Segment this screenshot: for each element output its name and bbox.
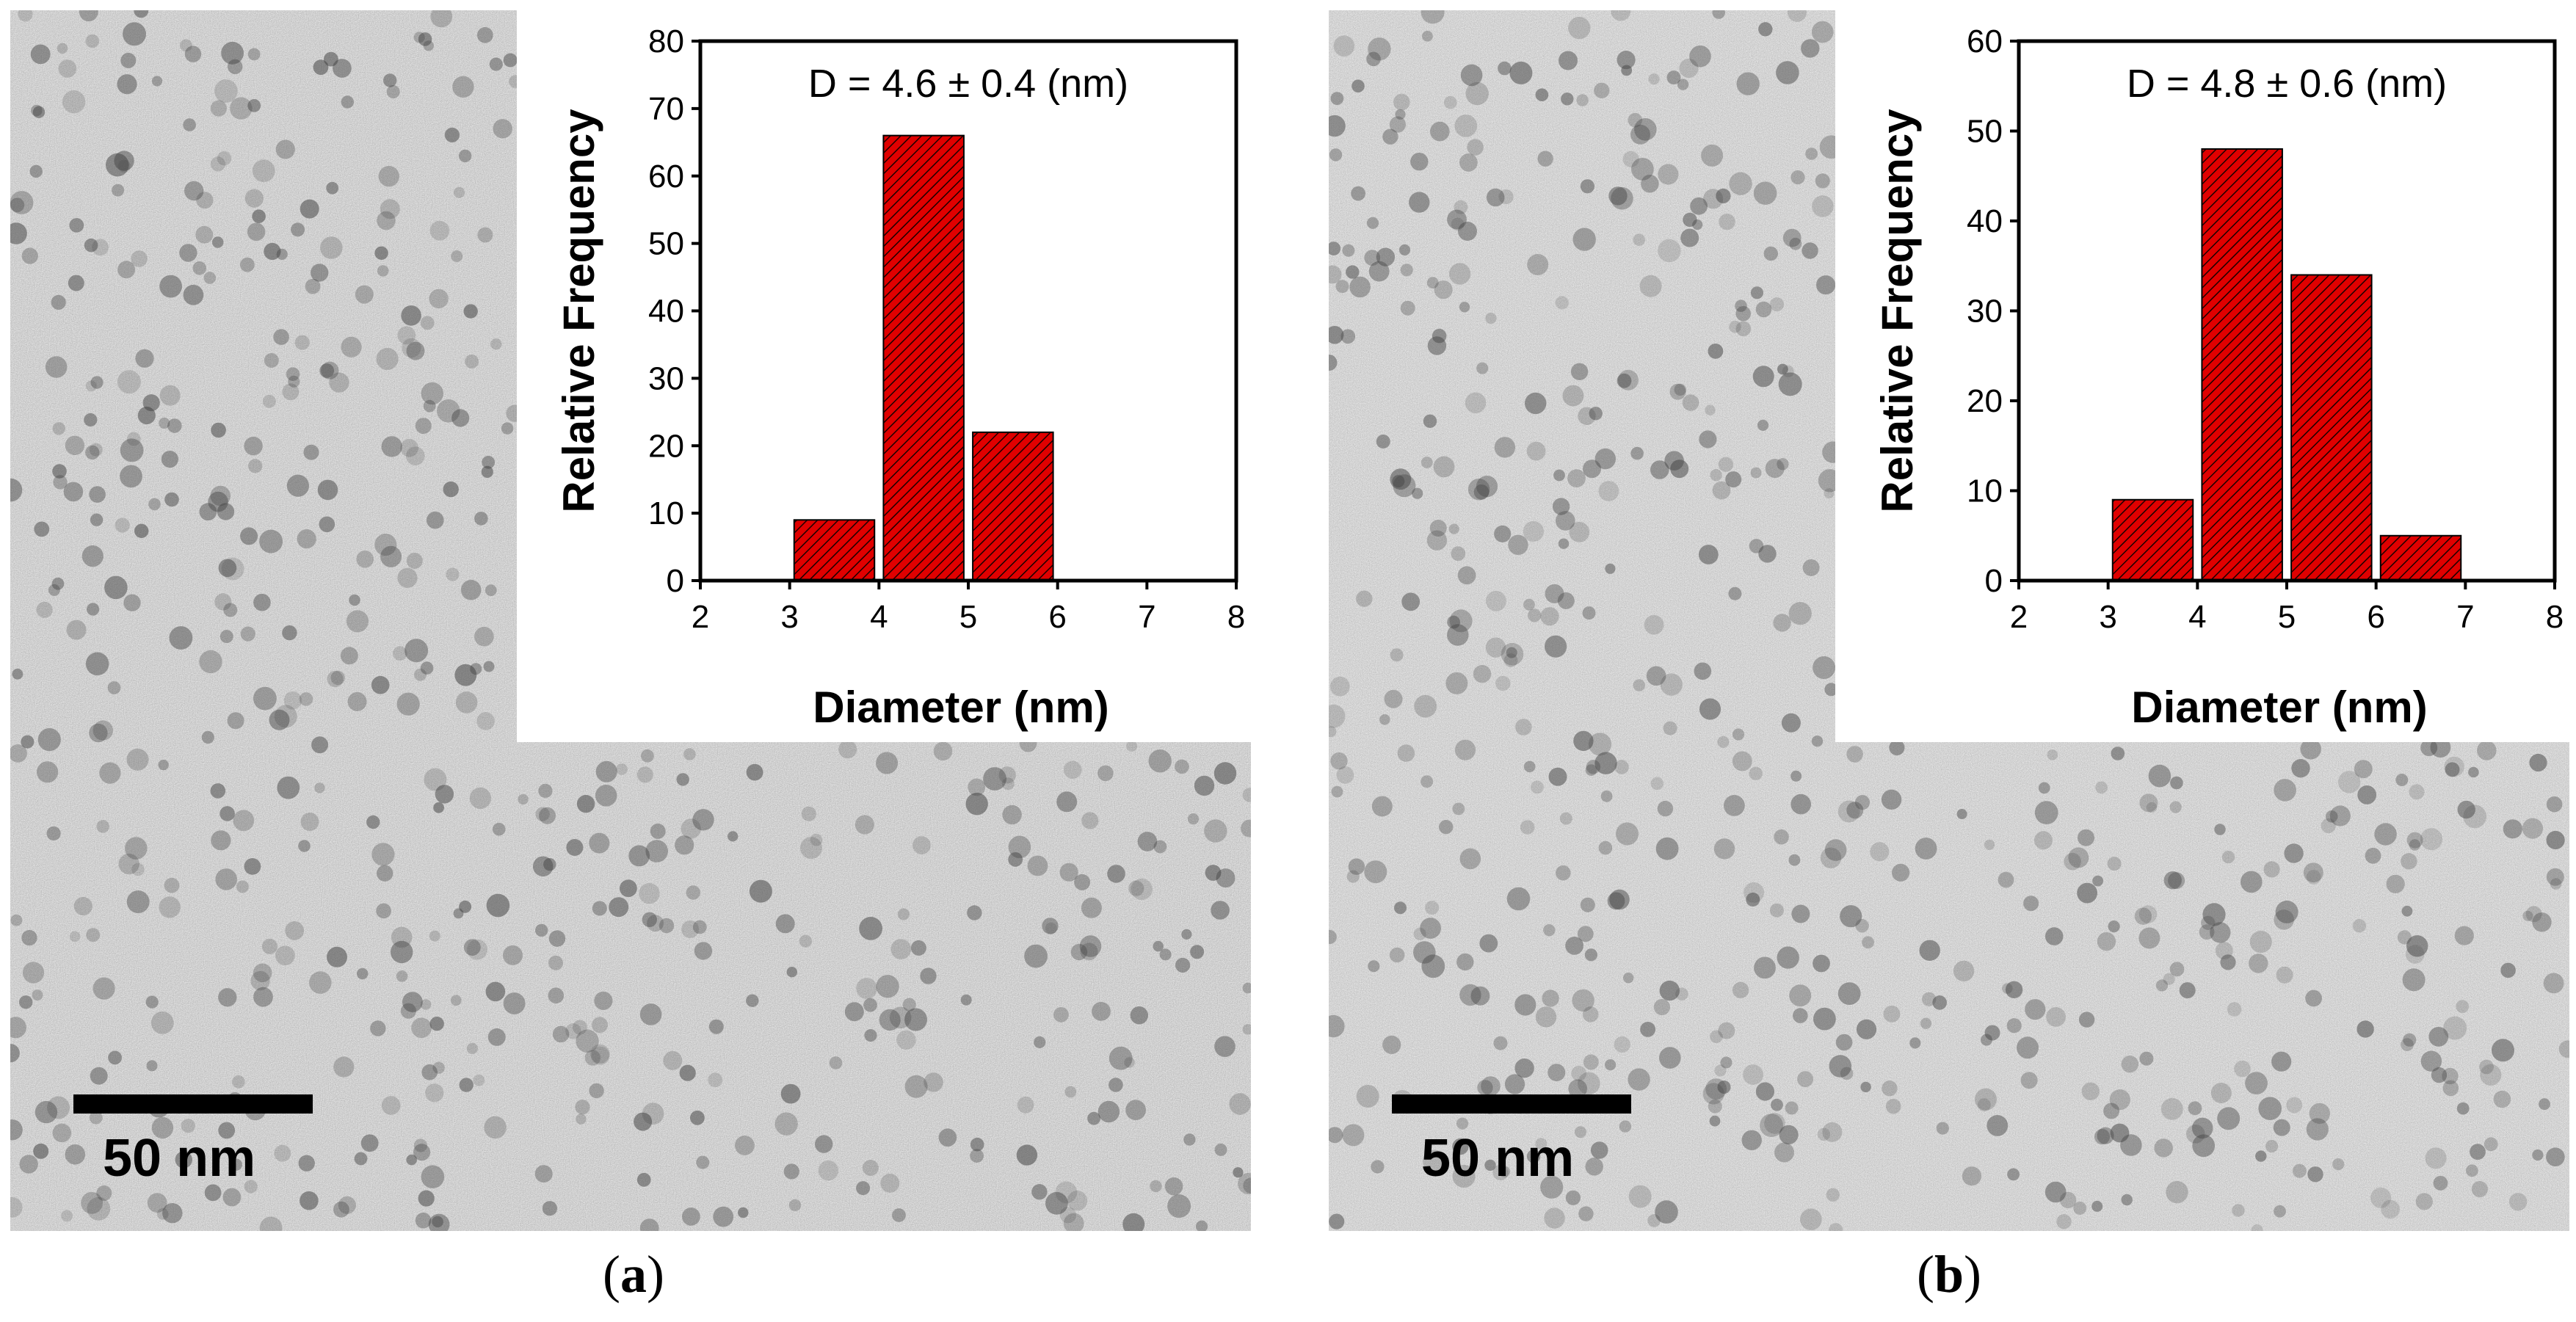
scale-bar-label: 50 nm: [103, 1129, 256, 1188]
y-tick-label: 70: [648, 91, 684, 127]
y-tick-label: 40: [1967, 203, 2003, 239]
histogram-bar: [793, 519, 876, 581]
mean-diameter-annotation: D = 4.6 ± 0.4 (nm): [808, 62, 1128, 106]
x-axis-label: Diameter (nm): [2131, 683, 2427, 732]
x-tick-label: 2: [692, 599, 709, 635]
histogram-bar: [882, 134, 965, 581]
size-histogram-inset-a: 2 3 4 5 6 7 8 0 10 20 30 40 50 60 70 80 Diameter (nm) Rel…: [517, 10, 1251, 742]
y-tick-label: 10: [648, 495, 684, 531]
y-tick-label: 80: [648, 23, 684, 59]
x-axis-label: Diameter (nm): [813, 683, 1109, 732]
mean-diameter-annotation: D = 4.8 ± 0.6 (nm): [2127, 62, 2447, 106]
x-tick-label: 8: [1227, 599, 1245, 635]
panel-label-b: (b): [1917, 1245, 1982, 1304]
scale-bar: [1392, 1094, 1631, 1114]
x-tick-label: 2: [2010, 599, 2028, 635]
y-tick-label: 40: [648, 294, 684, 330]
x-tick-label: 6: [1048, 599, 1066, 635]
histogram-bar: [2379, 534, 2462, 581]
y-axis-label: Relative Frequency: [1873, 109, 1922, 513]
histogram-bar: [2290, 274, 2373, 581]
x-tick-label: 4: [2188, 599, 2206, 635]
size-histogram-inset-b: 2 3 4 5 6 7 8 0 10 20 30 40 50 60 Diameter (nm) Relativ…: [1835, 10, 2569, 742]
y-tick-label: 20: [1967, 383, 2003, 419]
x-tick-label: 7: [1138, 599, 1155, 635]
histogram-bar: [972, 431, 1054, 581]
y-tick-label: 20: [648, 428, 684, 464]
x-tick-label: 7: [2456, 599, 2474, 635]
x-tick-label: 4: [870, 599, 888, 635]
plot-frame: [698, 39, 1238, 583]
tem-micrograph-a: 2 3 4 5 6 7 8 0 10 20 30 40 50 60 70 80 Diameter (nm) Rel…: [10, 10, 1251, 1231]
plot-frame: [2017, 39, 2557, 583]
y-tick-label: 50: [648, 226, 684, 262]
y-tick-label: 50: [1967, 114, 2003, 150]
scale-bar: [73, 1094, 313, 1114]
y-axis-label: Relative Frequency: [554, 109, 603, 513]
x-tick-label: 5: [959, 599, 977, 635]
panel-label-a: (a): [603, 1245, 664, 1304]
histogram-bar: [2201, 148, 2283, 581]
y-tick-label: 60: [1967, 23, 2003, 59]
y-tick-label: 10: [1967, 473, 2003, 509]
scale-bar-label: 50 nm: [1421, 1129, 1575, 1188]
x-tick-label: 8: [2546, 599, 2564, 635]
y-tick-label: 30: [648, 360, 684, 396]
y-tick-label: 30: [1967, 294, 2003, 330]
x-tick-label: 3: [2099, 599, 2116, 635]
y-tick-label: 60: [648, 159, 684, 195]
x-tick-label: 5: [2278, 599, 2296, 635]
y-tick-label: 0: [667, 563, 684, 599]
tem-micrograph-b: 2 3 4 5 6 7 8 0 10 20 30 40 50 60 Diameter (nm) Relativ…: [1329, 10, 2569, 1231]
x-tick-label: 3: [780, 599, 798, 635]
histogram-chart-b: 2 3 4 5 6 7 8 0 10 20 30 40 50 60 Diameter (nm) Relativ…: [1873, 23, 2564, 732]
x-tick-label: 6: [2367, 599, 2384, 635]
histogram-bar: [2111, 498, 2194, 581]
y-tick-label: 0: [1985, 563, 2003, 599]
